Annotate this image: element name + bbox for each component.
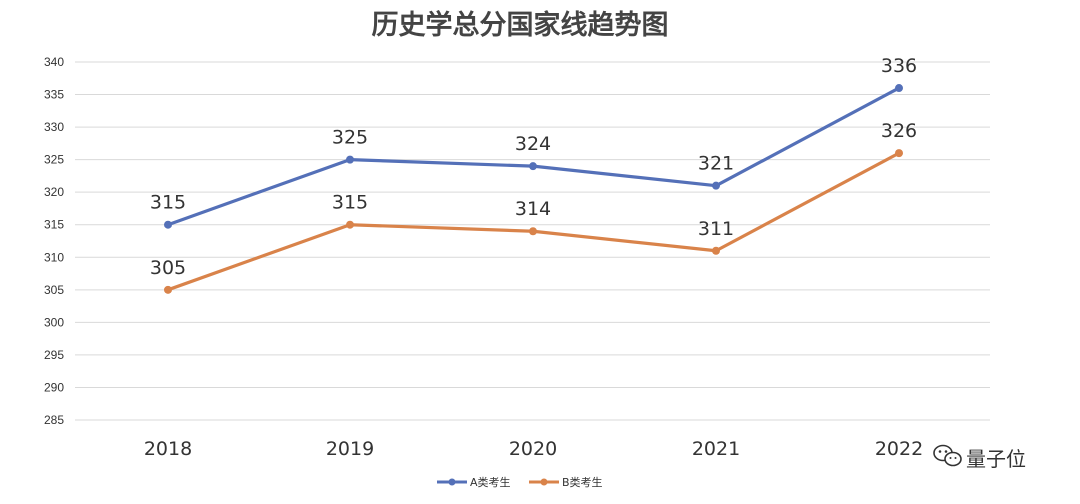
data-point (895, 84, 903, 93)
data-label: 315 (150, 192, 186, 214)
chart-title: 历史学总分国家线趋势图 (372, 9, 669, 41)
series-line (166, 151, 901, 292)
data-point (895, 149, 903, 158)
data-labels: 315 325 324 321 336 305 315 314 311 326 (150, 55, 917, 279)
y-tick-label: 325 (44, 153, 64, 167)
x-tick-label: 2018 (144, 438, 192, 460)
data-label: 326 (881, 120, 917, 142)
data-point (164, 220, 172, 229)
data-point (346, 220, 354, 229)
y-tick-label: 290 (44, 380, 64, 394)
data-point (712, 181, 720, 190)
legend: A类考生 B类考生 (437, 475, 603, 489)
y-tick-label: 340 (44, 55, 64, 69)
y-tick-label: 285 (44, 413, 64, 427)
data-point (529, 227, 537, 236)
legend-marker (448, 478, 456, 486)
y-tick-label: 335 (44, 88, 64, 102)
y-tick-label: 310 (44, 250, 64, 264)
watermark: 量子位 (933, 444, 1026, 471)
legend-marker (540, 478, 548, 486)
y-tick-label: 305 (44, 283, 64, 297)
x-axis: 2018 2019 2020 2021 2022 (144, 438, 923, 460)
series-group (164, 84, 903, 294)
y-tick-label: 320 (44, 185, 64, 199)
y-tick-label: 300 (44, 315, 64, 329)
y-tick-label: 330 (44, 120, 64, 134)
data-label: 311 (698, 218, 734, 240)
wechat-icon (933, 444, 962, 467)
legend-label: B类考生 (562, 475, 603, 489)
data-label: 325 (332, 127, 368, 149)
x-tick-label: 2021 (692, 438, 740, 460)
gridlines (75, 61, 990, 421)
legend-label: A类考生 (470, 475, 511, 489)
data-label: 315 (332, 192, 368, 214)
data-label: 336 (881, 55, 917, 77)
x-tick-label: 2019 (326, 438, 374, 460)
data-label: 305 (150, 257, 186, 279)
data-point (712, 246, 720, 255)
y-axis: 340 335 330 325 320 315 310 305 300 295 290 285 (44, 55, 64, 427)
data-point (346, 155, 354, 164)
data-point (164, 285, 172, 294)
y-tick-label: 295 (44, 348, 64, 362)
data-label: 324 (515, 133, 551, 155)
y-tick-label: 315 (44, 218, 64, 232)
x-tick-label: 2020 (509, 438, 557, 460)
data-label: 314 (515, 198, 551, 220)
watermark-text: 量子位 (966, 447, 1026, 471)
data-label: 321 (698, 153, 734, 175)
x-tick-label: 2022 (875, 438, 923, 460)
data-point (529, 162, 537, 171)
